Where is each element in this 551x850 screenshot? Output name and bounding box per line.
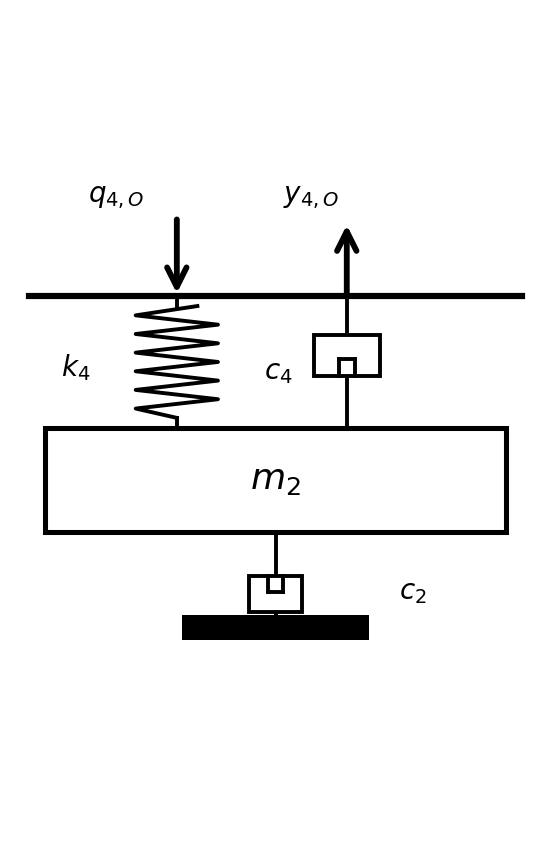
- Text: $q_{4,O}$: $q_{4,O}$: [88, 184, 145, 211]
- Text: $c_4$: $c_4$: [264, 360, 293, 387]
- Text: $m_2$: $m_2$: [250, 462, 301, 496]
- Bar: [182, 615, 369, 640]
- Bar: [250, 576, 301, 611]
- Text: $k_4$: $k_4$: [61, 352, 90, 382]
- Text: $y_{4,O}$: $y_{4,O}$: [283, 184, 339, 211]
- Text: $c_2$: $c_2$: [399, 579, 426, 606]
- Bar: [45, 428, 506, 532]
- Bar: [314, 335, 380, 376]
